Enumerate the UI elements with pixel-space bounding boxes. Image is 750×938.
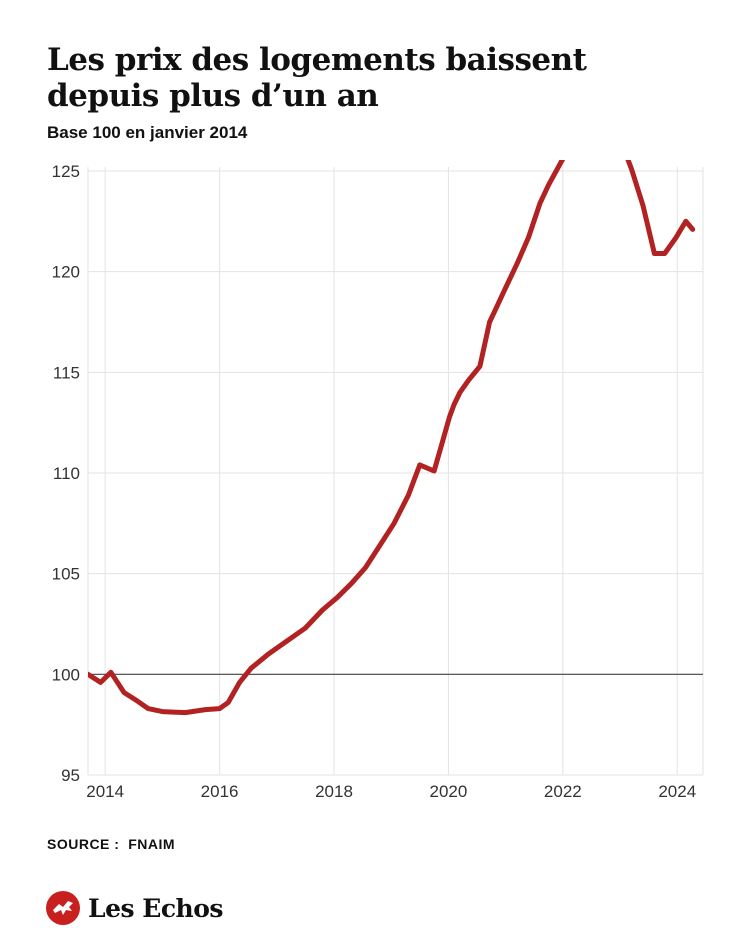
y-axis: 95 100 105 110 115 120 125 xyxy=(52,162,80,785)
y-tick-label: 100 xyxy=(52,665,80,684)
x-tick-label: 2020 xyxy=(430,782,468,801)
series-group xyxy=(88,160,696,716)
brand-name: Les Echos xyxy=(88,893,223,923)
price-index-line xyxy=(88,160,696,716)
y-tick-label: 105 xyxy=(52,565,80,584)
y-tick-label: 120 xyxy=(52,263,80,282)
brand-logo: Les Echos xyxy=(46,890,223,926)
x-tick-label: 2022 xyxy=(544,782,582,801)
x-axis: 2014 2016 2018 2020 2022 2024 xyxy=(86,782,696,801)
y-tick-label: 115 xyxy=(53,363,80,382)
y-tick-label: 110 xyxy=(53,464,80,483)
line-chart: 95 100 105 110 115 120 125 2014 2016 2018 2020 202… xyxy=(52,160,704,801)
source-label: SOURCE : xyxy=(47,836,120,852)
chart-subtitle: Base 100 en janvier 2014 xyxy=(47,123,248,142)
x-tick-label: 2024 xyxy=(658,782,696,801)
y-tick-label: 95 xyxy=(61,766,80,785)
x-tick-label: 2016 xyxy=(201,782,239,801)
x-tick-label: 2018 xyxy=(315,782,353,801)
y-tick-label: 125 xyxy=(52,162,80,181)
les-echos-emblem-icon xyxy=(46,891,80,925)
source-credit: SOURCE : FNAIM xyxy=(47,836,175,852)
x-tick-label: 2014 xyxy=(86,782,124,801)
source-value: FNAIM xyxy=(128,836,176,852)
gridlines xyxy=(87,167,704,776)
chart-title: Les prix des logements baissent depuis p… xyxy=(47,42,587,114)
